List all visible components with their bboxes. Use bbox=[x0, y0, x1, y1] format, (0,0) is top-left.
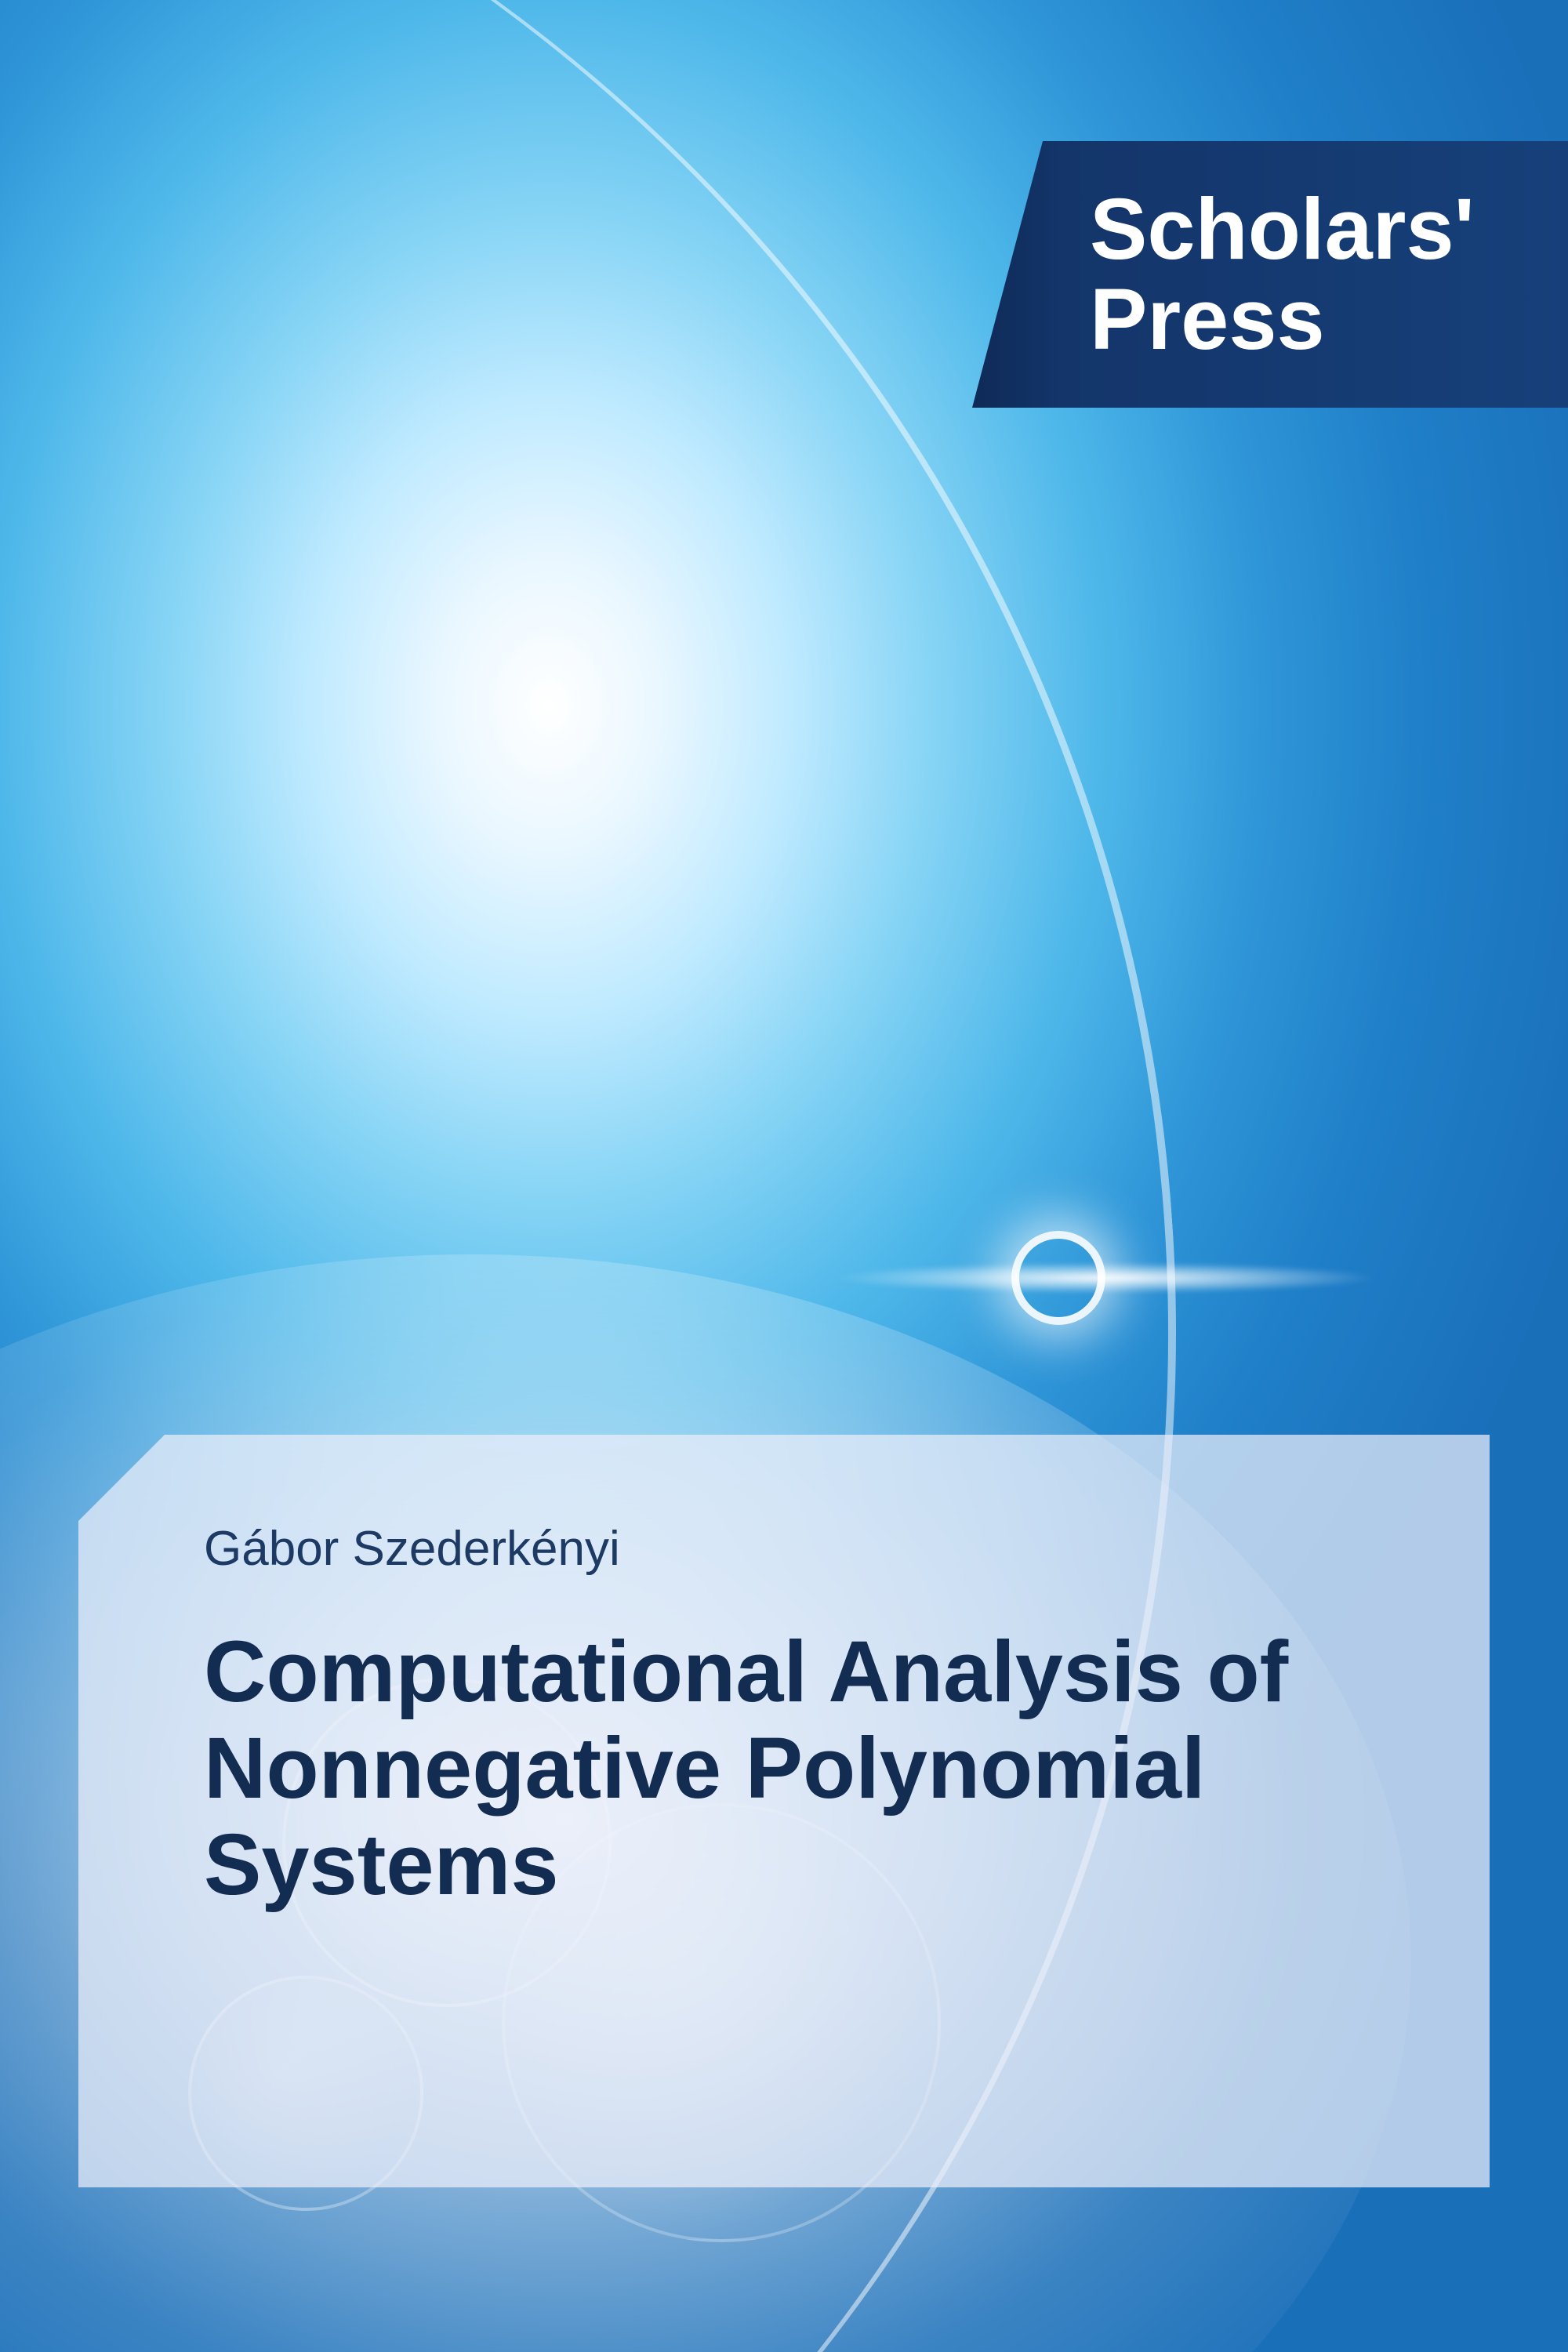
publisher-line2: Press bbox=[1090, 274, 1475, 365]
publisher-badge: Scholars' Press bbox=[972, 141, 1568, 408]
book-cover: Scholars' Press Gábor Szederkényi Comput… bbox=[0, 0, 1568, 2352]
title-panel: Gábor Szederkényi Computational Analysis… bbox=[78, 1435, 1490, 2187]
author-name: Gábor Szederkényi bbox=[204, 1521, 1396, 1577]
publisher-line1: Scholars' bbox=[1090, 184, 1475, 275]
book-title: Computational Analysis of Nonnegative Po… bbox=[204, 1624, 1396, 1914]
title-line: Nonnegative Polynomial bbox=[204, 1720, 1396, 1817]
title-line: Computational Analysis of bbox=[204, 1624, 1396, 1720]
publisher-name: Scholars' Press bbox=[1090, 184, 1475, 365]
title-line: Systems bbox=[204, 1817, 1396, 1913]
